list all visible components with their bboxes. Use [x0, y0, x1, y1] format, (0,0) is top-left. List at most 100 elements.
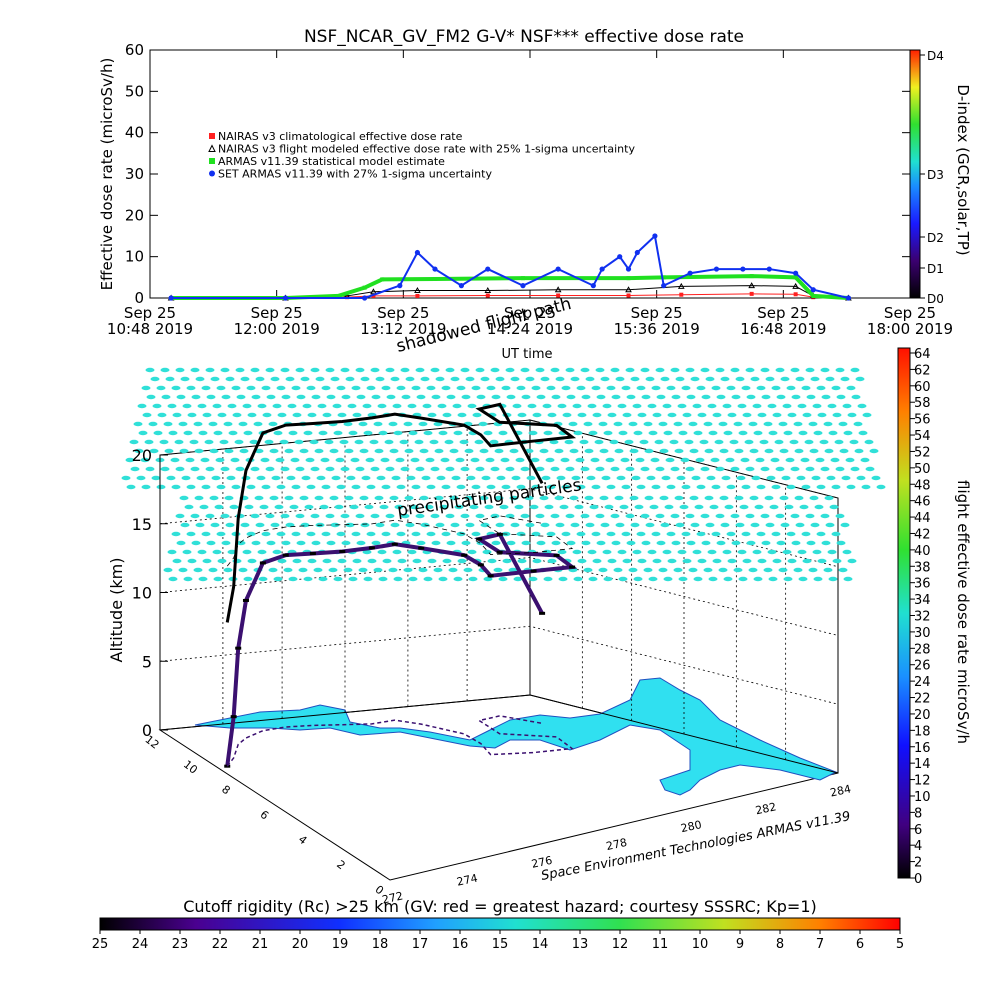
- cloud-particle: [152, 403, 162, 409]
- cloud-particle: [175, 466, 185, 472]
- cloud-particle: [658, 421, 668, 427]
- cloud-particle: [221, 394, 231, 400]
- y-tick-label: 0: [134, 289, 144, 307]
- cloud-particle: [285, 376, 295, 382]
- cloud-particle: [160, 466, 170, 472]
- cloud-particle: [180, 522, 190, 528]
- cloud-particle: [414, 439, 424, 445]
- flight-track-point: [235, 646, 242, 650]
- cloud-particle: [205, 513, 215, 519]
- cloud-particle: [742, 412, 752, 418]
- cloud-particle: [384, 439, 394, 445]
- cloud-particle: [257, 403, 267, 409]
- cloud-particle: [557, 549, 567, 555]
- rigidity-tick-label: 23: [172, 937, 189, 952]
- legend-label: SET ARMAS v11.39 with 27% 1-sigma uncert…: [218, 168, 492, 181]
- cloud-particle: [529, 504, 539, 510]
- cloud-particle: [854, 448, 864, 454]
- cloud-particle: [641, 394, 651, 400]
- cloud-particle: [389, 495, 399, 501]
- cloud-particle: [239, 448, 249, 454]
- series-point: [749, 291, 754, 296]
- cloud-particle: [220, 367, 230, 373]
- cloud-particle: [510, 522, 520, 528]
- cloud-particle: [810, 376, 820, 382]
- cloud-particle: [692, 403, 702, 409]
- cloud-particle: [321, 385, 331, 391]
- cloud-particle: [404, 448, 414, 454]
- cloud-particle: [211, 475, 221, 481]
- cloud-particle: [166, 475, 176, 481]
- cloud-particle: [285, 522, 295, 528]
- cloud-particle: [212, 549, 222, 555]
- cloud-particle: [146, 394, 156, 400]
- cloud-particle: [726, 385, 736, 391]
- cloud-particle: [224, 448, 234, 454]
- cloud-particle: [816, 385, 826, 391]
- cloud-particle: [452, 403, 462, 409]
- cloud-particle: [156, 385, 166, 391]
- cloud-particle: [421, 475, 431, 481]
- cloud-particle: [403, 567, 413, 573]
- cloud-particle: [359, 495, 369, 501]
- cloud-particle: [273, 576, 283, 582]
- cloud-particle: [790, 513, 800, 519]
- cloud-particle: [805, 513, 815, 519]
- cloud-particle: [733, 421, 743, 427]
- cloud-particle: [587, 403, 597, 409]
- cloud-particle: [739, 504, 749, 510]
- cloud-particle: [550, 513, 560, 519]
- x-axis-label: UT time: [502, 347, 553, 362]
- cloud-particle: [780, 376, 790, 382]
- x-tick-label-day: Sep 25: [504, 304, 556, 322]
- cloud-particle: [386, 394, 396, 400]
- cloud-particle: [418, 421, 428, 427]
- cloud-particle: [363, 430, 373, 436]
- cloud-particle: [734, 495, 744, 501]
- cloud-particle: [145, 367, 155, 373]
- d-index-colorbar: [909, 49, 921, 299]
- cloud-particle: [801, 531, 811, 537]
- cloud-particle: [299, 448, 309, 454]
- cloud-particle: [291, 531, 301, 537]
- cloud-particle: [318, 576, 328, 582]
- cloud-particle: [486, 484, 496, 490]
- cloud-particle: [731, 394, 741, 400]
- cloud-particle: [667, 558, 677, 564]
- x-tick-label-day: Sep 25: [124, 304, 176, 322]
- cloud-particle: [179, 495, 189, 501]
- cloud-particle: [606, 484, 616, 490]
- cloud-particle: [224, 495, 234, 501]
- cloud-particle: [763, 567, 773, 573]
- cloud-particle: [210, 376, 220, 382]
- cloud-particle: [817, 558, 827, 564]
- cloud-particle: [184, 504, 194, 510]
- legend-marker: [209, 170, 215, 177]
- cloud-particle: [335, 457, 345, 463]
- cloud-particle: [536, 540, 546, 546]
- cloud-particle: [346, 475, 356, 481]
- cloud-particle: [375, 522, 385, 528]
- cloud-particle: [257, 549, 267, 555]
- cloud-particle: [250, 367, 260, 373]
- cloud-particle: [805, 367, 815, 373]
- cloud-particle: [580, 513, 590, 519]
- y-tick-label: 40: [125, 124, 144, 142]
- cloud-particle: [390, 522, 400, 528]
- shadowed-track: [225, 402, 577, 623]
- cloud-particle: [284, 448, 294, 454]
- cloud-particle: [389, 448, 399, 454]
- cloud-particle: [614, 448, 624, 454]
- cloud-particle: [690, 376, 700, 382]
- cloud-particle: [654, 439, 664, 445]
- cloud-particle: [680, 457, 690, 463]
- cloud-particle: [280, 513, 290, 519]
- cloud-particle: [423, 430, 433, 436]
- cloud-particle: [842, 549, 852, 555]
- cloud-particle: [446, 394, 456, 400]
- cloud-particle: [373, 567, 383, 573]
- series-line: [171, 234, 849, 299]
- cloud-particle: [588, 430, 598, 436]
- cloud-particle: [631, 475, 641, 481]
- cloud-particle: [573, 430, 583, 436]
